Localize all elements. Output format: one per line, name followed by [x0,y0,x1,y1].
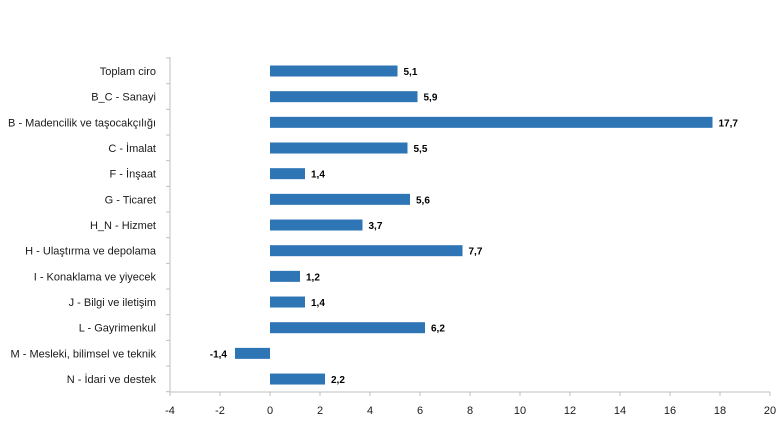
data-label: 1,4 [311,170,325,181]
x-tick-label: 8 [467,405,473,417]
bar [270,296,305,308]
data-label: 6,2 [431,324,445,335]
chart-bars [235,65,713,385]
category-label: B_C - Sanayi [91,92,156,104]
bar [270,219,363,231]
category-label: H_N - Hizmet [90,220,156,232]
data-label: 5,9 [424,93,438,104]
category-label: B - Madencilik ve taşocakçılığı [8,117,156,129]
bar [270,322,425,334]
data-label: 3,7 [369,221,383,232]
data-label: 1,2 [306,272,320,283]
x-tick-label: 16 [664,405,676,417]
bar [270,373,325,385]
bar [270,193,410,205]
category-label: G - Ticaret [105,194,156,206]
x-tick-label: -2 [215,405,225,417]
data-label: 7,7 [469,247,483,258]
category-label: H - Ulaştırma ve depolama [25,246,157,258]
data-label: 5,6 [416,195,430,206]
x-tick-label: 12 [564,405,576,417]
category-label: F - İnşaat [110,168,156,181]
chart-axes [166,57,771,396]
x-tick-label: 6 [417,405,423,417]
category-label: I - Konaklama ve yiyecek [34,271,157,283]
x-tick-label: 0 [267,405,273,417]
bar [270,168,305,180]
data-label: -1,4 [210,349,228,360]
bar [270,91,418,103]
category-label: J - Bilgi ve iletişim [69,297,156,309]
category-label: N - İdari ve destek [67,373,157,386]
x-tick-label: -4 [165,405,175,417]
bar [270,65,398,77]
bar [270,116,713,128]
bar [270,270,300,282]
x-tick-label: 10 [514,405,526,417]
x-tick-label: 4 [367,405,373,417]
data-label: 2,2 [331,375,345,386]
data-label: 17,7 [719,118,739,129]
x-tick-label: 14 [614,405,626,417]
bar [270,245,463,257]
x-tick-label: 20 [764,405,776,417]
data-label: 1,4 [311,298,325,309]
x-tick-label: 18 [714,405,726,417]
data-label: 5,1 [404,67,418,78]
chart-labels: -4 -2 0 2 4 6 8 10 12 14 16 18 20 Toplam ciro 5,1 B_C -… [8,66,776,417]
bar [270,142,408,154]
data-label: 5,5 [414,144,428,155]
category-label: Toplam ciro [100,66,156,78]
category-label: L - Gayrimenkul [79,323,156,335]
bar [235,347,270,359]
category-label: C - İmalat [108,142,156,155]
x-tick-label: 2 [317,405,323,417]
category-label: M - Mesleki, bilimsel ve teknik [11,348,157,360]
